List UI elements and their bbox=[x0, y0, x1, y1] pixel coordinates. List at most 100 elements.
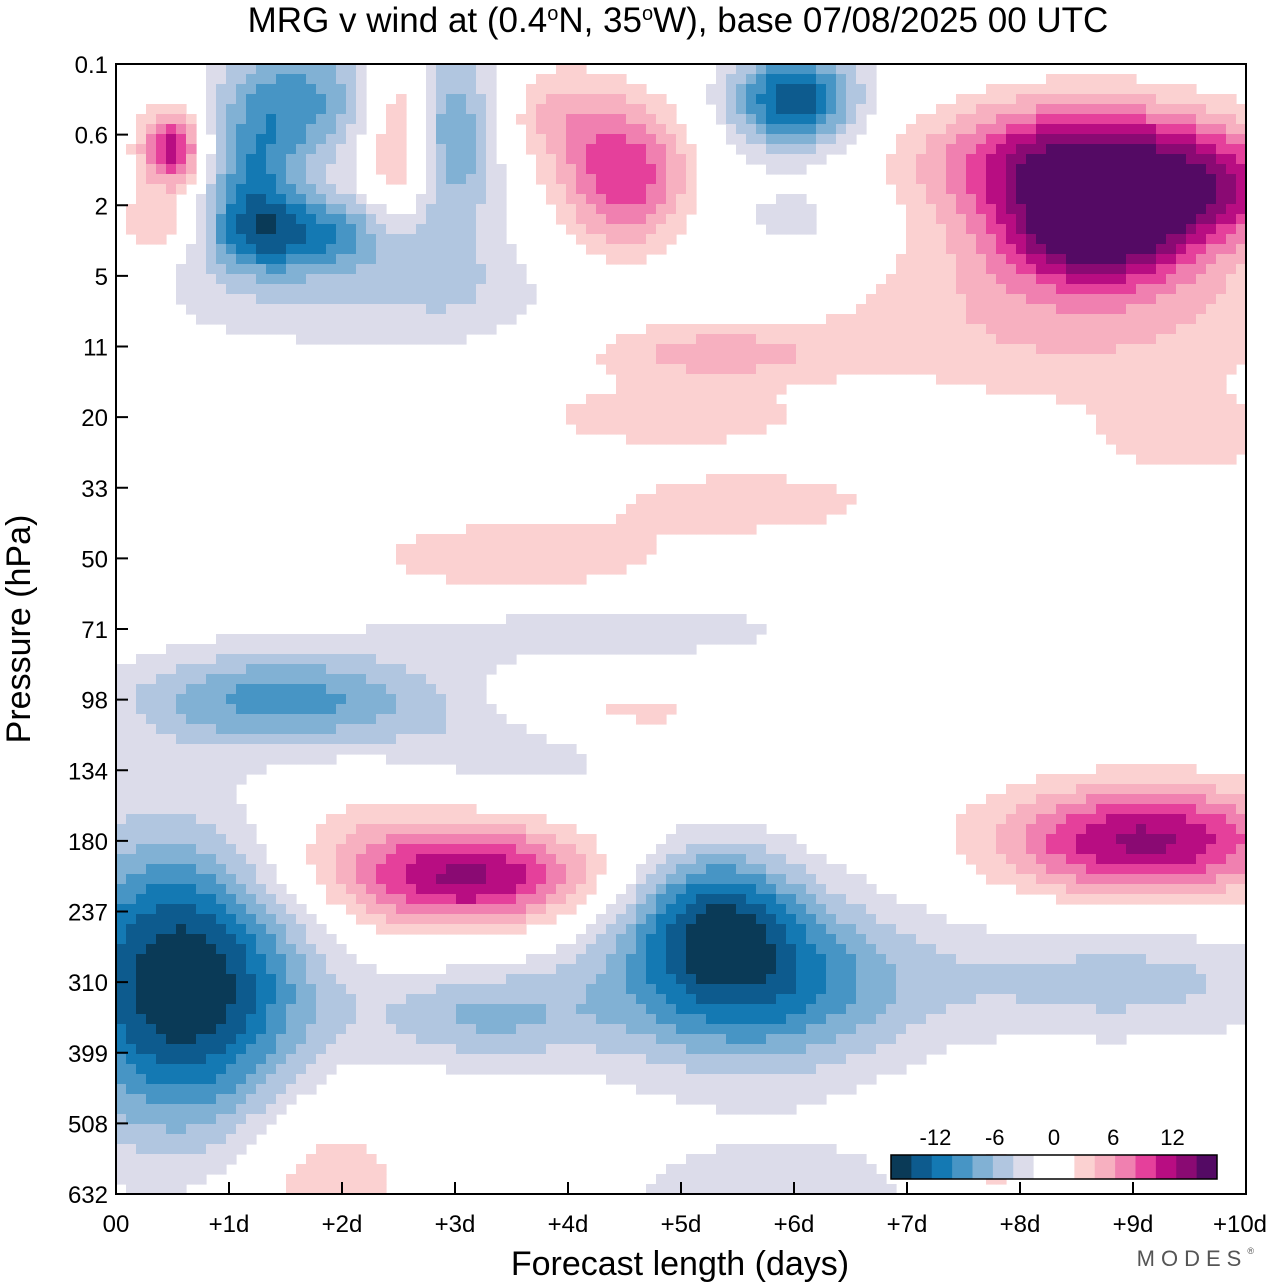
heatmap-cell bbox=[1056, 944, 1067, 955]
heatmap-cell bbox=[1126, 374, 1137, 385]
heatmap-cell bbox=[586, 124, 597, 135]
heatmap-cell bbox=[916, 214, 927, 225]
heatmap-cell bbox=[746, 824, 757, 835]
heatmap-cell bbox=[646, 134, 657, 145]
heatmap-cell bbox=[786, 364, 797, 375]
heatmap-cell bbox=[876, 934, 887, 945]
heatmap-cell bbox=[1086, 814, 1097, 825]
heatmap-cell bbox=[476, 654, 487, 665]
heatmap-cell bbox=[936, 124, 947, 135]
heatmap-cell bbox=[786, 834, 797, 845]
heatmap-cell bbox=[766, 74, 777, 85]
heatmap-cell bbox=[206, 194, 217, 205]
heatmap-cell bbox=[396, 314, 407, 325]
title-part: W), base 07/08/2025 00 UTC bbox=[653, 1, 1108, 40]
heatmap-cell bbox=[166, 184, 177, 195]
heatmap-cell bbox=[1116, 124, 1127, 135]
heatmap-cell bbox=[466, 134, 477, 145]
heatmap-cell bbox=[1206, 414, 1217, 425]
heatmap-cell bbox=[386, 134, 397, 145]
heatmap-cell bbox=[666, 864, 677, 875]
heatmap-cell bbox=[566, 754, 577, 765]
heatmap-cell bbox=[356, 324, 367, 335]
heatmap-cell bbox=[306, 194, 317, 205]
heatmap-cell bbox=[326, 334, 337, 345]
heatmap-cell bbox=[1076, 344, 1087, 355]
heatmap-cell bbox=[276, 164, 287, 175]
heatmap-cell bbox=[206, 934, 217, 945]
heatmap-cell bbox=[1146, 804, 1157, 815]
heatmap-cell bbox=[756, 354, 767, 365]
heatmap-cell bbox=[696, 484, 707, 495]
heatmap-cell bbox=[796, 144, 807, 155]
heatmap-cell bbox=[696, 914, 707, 925]
heatmap-cell bbox=[336, 274, 347, 285]
heatmap-cell bbox=[906, 324, 917, 335]
heatmap-cell bbox=[236, 224, 247, 235]
heatmap-cell bbox=[286, 694, 297, 705]
heatmap-cell bbox=[766, 514, 777, 525]
heatmap-cell bbox=[716, 104, 727, 115]
heatmap-cell bbox=[746, 924, 757, 935]
heatmap-cell bbox=[1146, 454, 1157, 465]
heatmap-cell bbox=[366, 254, 377, 265]
heatmap-cell bbox=[226, 814, 237, 825]
heatmap-cell bbox=[656, 144, 667, 155]
heatmap-cell bbox=[1166, 394, 1177, 405]
heatmap-cell bbox=[416, 914, 427, 925]
heatmap-cell bbox=[396, 104, 407, 115]
heatmap-cell bbox=[696, 634, 707, 645]
heatmap-cell bbox=[216, 854, 227, 865]
heatmap-cell bbox=[996, 114, 1007, 125]
heatmap-cell bbox=[1136, 214, 1147, 225]
heatmap-cell bbox=[426, 684, 437, 695]
heatmap-cell bbox=[1196, 294, 1207, 305]
heatmap-cell bbox=[426, 294, 437, 305]
heatmap-cell bbox=[776, 504, 787, 515]
heatmap-cell bbox=[766, 374, 777, 385]
heatmap-cell bbox=[1196, 414, 1207, 425]
heatmap-cell bbox=[476, 114, 487, 125]
heatmap-cell bbox=[386, 314, 397, 325]
heatmap-cell bbox=[376, 634, 387, 645]
heatmap-cell bbox=[246, 324, 257, 335]
heatmap-cell bbox=[1116, 894, 1127, 905]
heatmap-cell bbox=[386, 144, 397, 155]
heatmap-cell bbox=[766, 364, 777, 375]
heatmap-cell bbox=[966, 194, 977, 205]
heatmap-cell bbox=[646, 514, 657, 525]
heatmap-cell bbox=[1106, 134, 1117, 145]
heatmap-cell bbox=[826, 134, 837, 145]
heatmap-cell bbox=[1236, 284, 1247, 295]
heatmap-cell bbox=[266, 904, 277, 915]
heatmap-cell bbox=[256, 884, 267, 895]
heatmap-cell bbox=[1166, 814, 1177, 825]
heatmap-cell bbox=[626, 114, 637, 125]
heatmap-cell bbox=[346, 694, 357, 705]
heatmap-cell bbox=[186, 844, 197, 855]
heatmap-cell bbox=[1156, 454, 1167, 465]
heatmap-cell bbox=[596, 74, 607, 85]
heatmap-cell bbox=[1126, 874, 1137, 885]
heatmap-cell bbox=[366, 904, 377, 915]
heatmap-cell bbox=[916, 124, 927, 135]
heatmap-cell bbox=[1186, 844, 1197, 855]
heatmap-cell bbox=[296, 914, 307, 925]
heatmap-cell bbox=[356, 304, 367, 315]
heatmap-cell bbox=[976, 804, 987, 815]
heatmap-cell bbox=[446, 154, 457, 165]
heatmap-cell bbox=[386, 694, 397, 705]
heatmap-cell bbox=[866, 944, 877, 955]
heatmap-cell bbox=[916, 314, 927, 325]
heatmap-cell bbox=[826, 874, 837, 885]
heatmap-cell bbox=[636, 344, 647, 355]
heatmap-cell bbox=[1096, 404, 1107, 415]
heatmap-cell bbox=[916, 904, 927, 915]
heatmap-cell bbox=[946, 164, 957, 175]
heatmap-cell bbox=[1116, 334, 1127, 345]
heatmap-cell bbox=[1226, 444, 1237, 455]
heatmap-cell bbox=[1186, 294, 1197, 305]
heatmap-cell bbox=[216, 124, 227, 135]
heatmap-cell bbox=[766, 914, 777, 925]
heatmap-cell bbox=[1056, 884, 1067, 895]
